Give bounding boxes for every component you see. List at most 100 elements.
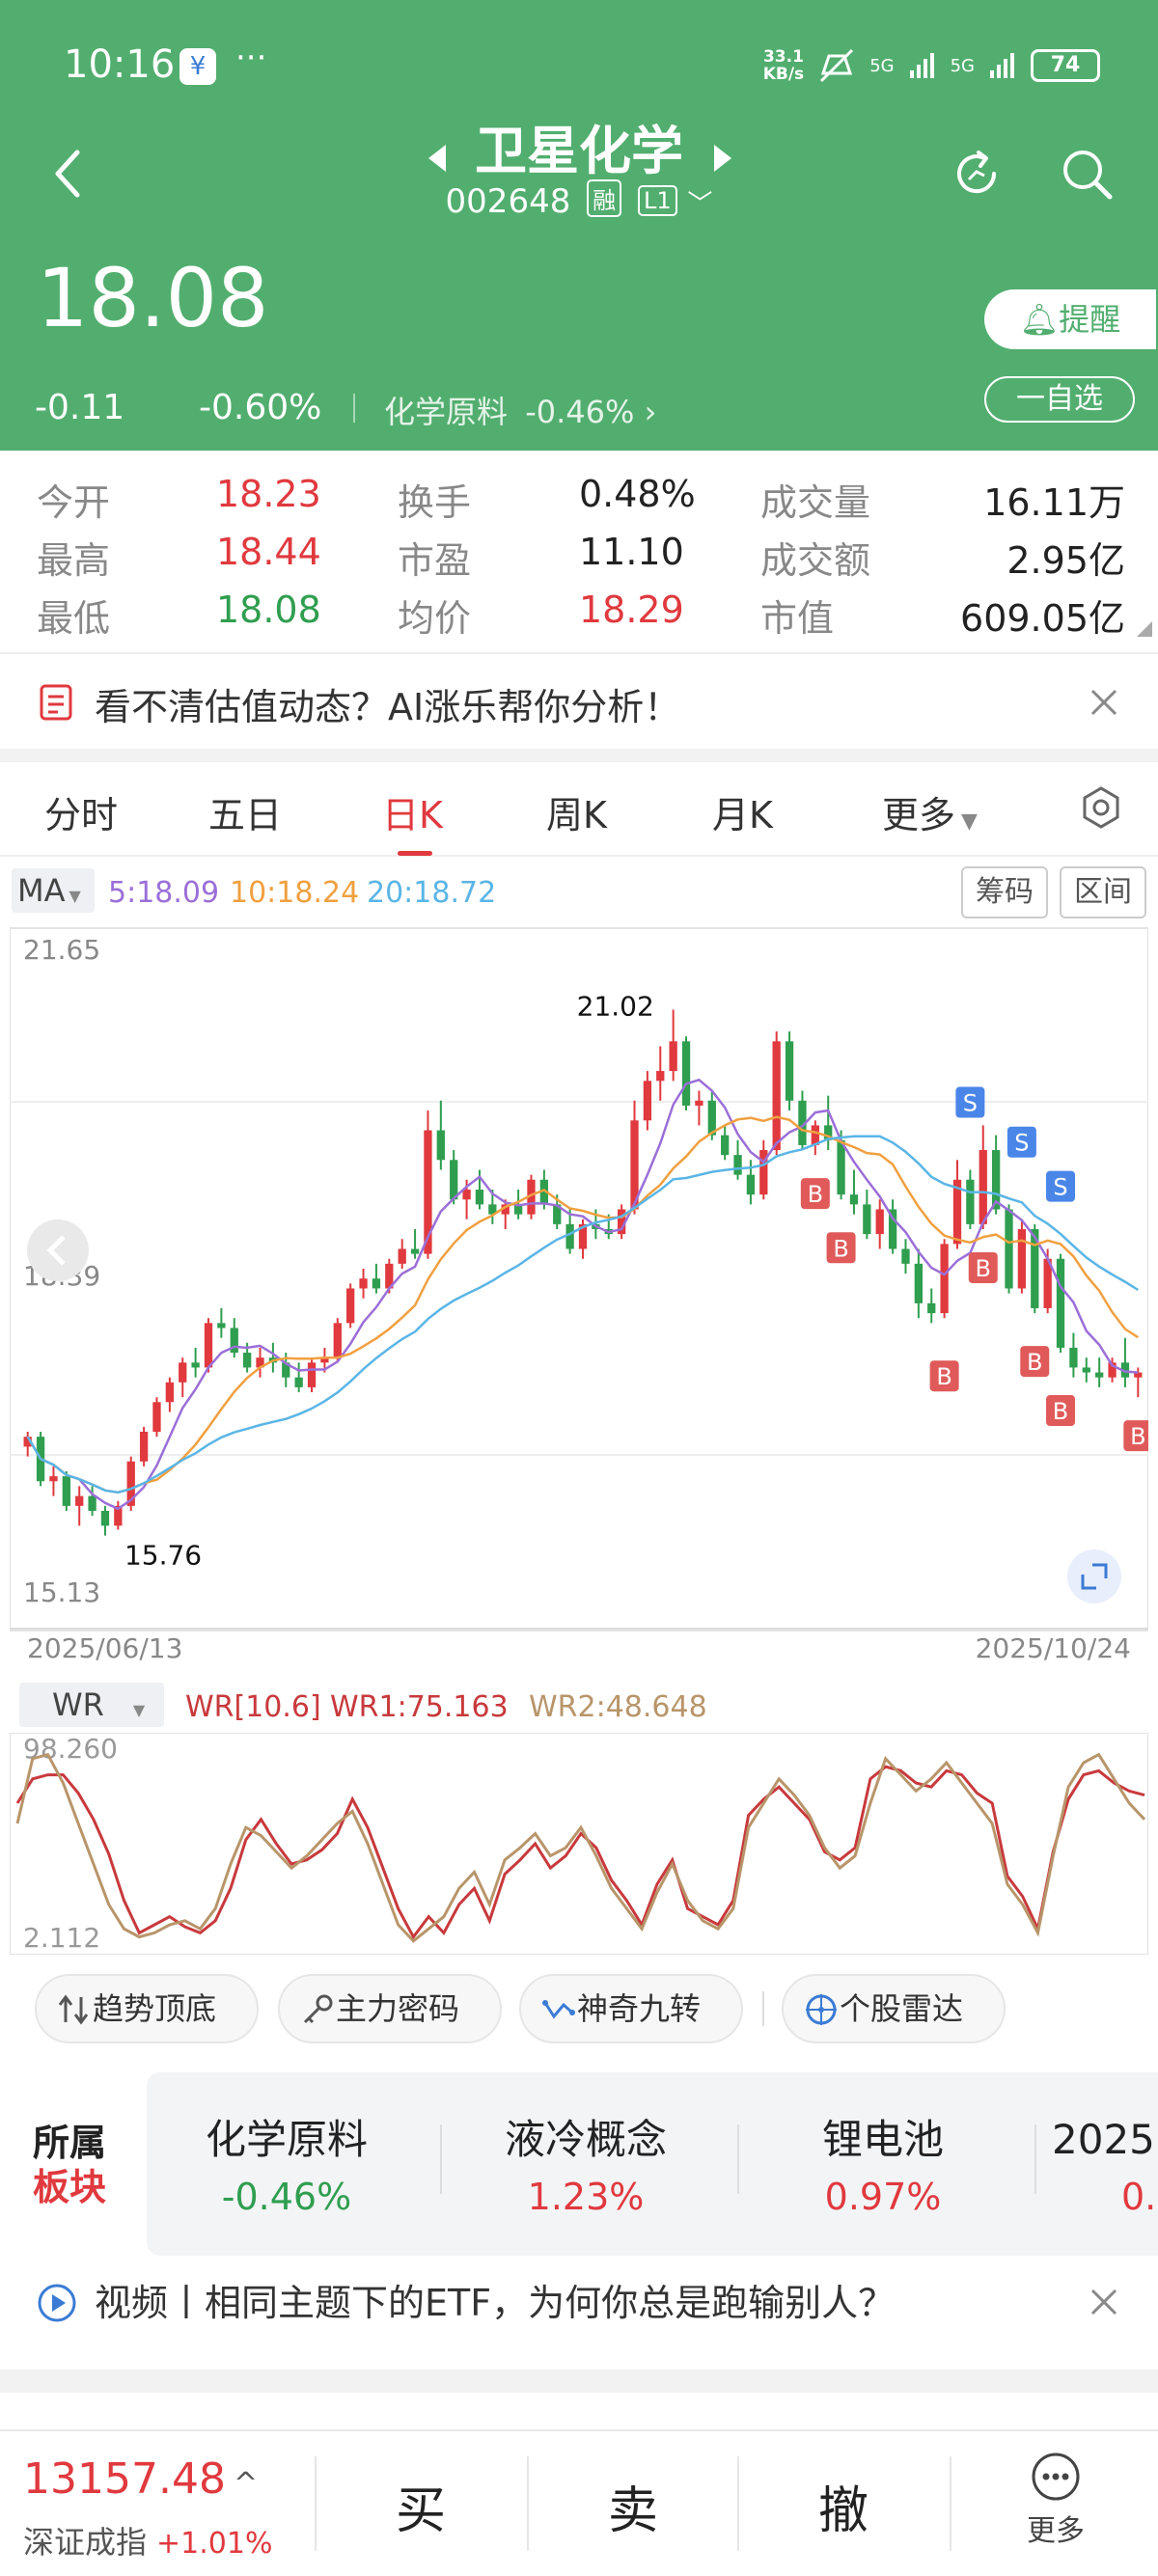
date-axis: 2025/06/13 2025/10/24 [0,1632,1158,1679]
sector-change: -0.46% [525,394,635,430]
wr-selector[interactable]: WR ▼ [19,1683,164,1727]
divider [737,2124,739,2194]
candle-body [681,1041,691,1106]
candle-body [1120,1362,1130,1378]
sell-signal: S [1006,1126,1036,1158]
dropdown-triangle-icon: ▼ [961,809,978,834]
candle-body [991,1150,1001,1210]
tab-more[interactable]: 更多 ▼ [882,794,978,836]
turnover-label: 换手 [398,481,472,524]
main-force-code-chip[interactable]: 主力密码 [278,1974,502,2043]
back-arrow-icon[interactable] [48,145,87,203]
divider [315,2456,317,2551]
magic-nine-chip[interactable]: 神奇九转 [519,1974,743,2043]
video-banner[interactable]: 视频丨相同主题下的ETF，为何你总是跑输别人？ [0,2263,1158,2341]
candle-body [410,1248,420,1254]
range-button[interactable]: 区间 [1060,866,1146,918]
sector-link[interactable]: 化学原料 -0.46% › [384,388,656,432]
chevron-left-icon [46,1235,66,1266]
stock-code: 002648 [445,182,571,221]
candle-body [901,1248,910,1264]
wr-series-line [15,1765,1145,1940]
cancel-order-button[interactable]: 撤 [818,2482,869,2540]
x-start-label: 2025/06/13 [27,1632,183,1664]
chevron-right-icon: › [644,394,657,430]
buy-button[interactable]: 买 [396,2482,447,2540]
buy-signal: B [1020,1346,1050,1378]
avg-value: 18.29 [579,589,684,631]
ai-banner[interactable]: 看不清估值动态？AI涨乐帮你分析！ [0,652,1158,749]
settings-icon[interactable] [1079,785,1123,830]
chevron-down-icon[interactable]: ﹀ [687,190,713,219]
candle-body [88,1495,96,1511]
candle-body [424,1130,432,1254]
expand-corner-icon[interactable] [1137,621,1152,637]
remind-button[interactable]: 🔔︎提醒 [984,289,1156,349]
high-label: 最高 [37,539,111,582]
candle-body [139,1432,149,1462]
tab-intraday[interactable]: 分时 [44,794,119,836]
more-button[interactable]: 更多 [1013,2451,1098,2557]
candle-body [242,1353,252,1368]
tab-monthly-k[interactable]: 月K [712,794,773,836]
tab-five-day[interactable]: 五日 [208,794,283,836]
mktcap-label: 市值 [760,597,835,640]
document-icon [40,684,72,721]
more-dots-icon [1032,2453,1080,2501]
sector-name: 化学原料 [384,394,509,430]
divider [1034,2124,1036,2194]
candle-body [553,1204,562,1224]
buy-signal: B [929,1360,959,1392]
prev-stock-arrow-icon[interactable] [428,145,446,172]
signal-label: S [1053,1174,1067,1201]
close-icon[interactable] [1089,2287,1119,2317]
buy-signal: B [968,1251,998,1283]
divider [440,2124,442,2194]
ma-selector[interactable]: MA ▼ [12,868,95,913]
candle-body [785,1041,794,1101]
sector-card-chemical[interactable]: 化学原料 -0.46% [205,2116,368,2218]
chart-tabs: 分时 五日 日K 周K 月K 更多 ▼ [0,764,1158,857]
price-change-pct: -0.60% [199,388,322,427]
open-value: 18.23 [216,473,321,515]
tab-weekly-k[interactable]: 周K [546,794,607,836]
search-icon[interactable] [1058,145,1116,203]
candle-body [630,1120,639,1210]
chips-button[interactable]: 筹码 [961,866,1048,918]
video-banner-text: 视频丨相同主题下的ETF，为何你总是跑输别人？ [95,2282,896,2324]
bell-icon: 🔔︎ [1019,301,1060,338]
sector-card-2025[interactable]: 2025中 0. [1052,2116,1158,2218]
candle-body [875,1209,884,1235]
key-icon [303,1994,333,2024]
dropdown-triangle-icon: ▼ [69,887,81,905]
wr-chart[interactable]: 98.260 2.112 [10,1733,1148,1955]
sell-button[interactable]: 卖 [608,2482,659,2540]
amount-label: 成交额 [760,539,871,582]
candle-body [398,1248,406,1264]
tab-daily-k[interactable]: 日K [382,794,443,836]
trend-top-bottom-chip[interactable]: 趋势顶底 [35,1974,259,2043]
fullscreen-icon [1081,1563,1108,1590]
candle-body [539,1179,549,1205]
fullscreen-button[interactable] [1067,1549,1121,1603]
refresh-icon[interactable] [948,145,1006,203]
trend-arrows-icon [58,1994,89,2025]
y-tick-min: 15.13 [23,1576,100,1608]
candle-body [914,1263,924,1303]
stock-radar-chip[interactable]: 个股雷达 [782,1974,1006,2043]
zigzag-icon [542,2000,575,2019]
active-tab-indicator [398,851,432,856]
scroll-left-button[interactable] [27,1219,89,1281]
low-annotation: 15.76 [124,1540,202,1572]
next-stock-arrow-icon[interactable] [714,145,731,172]
level-tag: L1 [637,185,677,216]
sector-card-lithium[interactable]: 锂电池 0.97% [821,2116,944,2218]
y-tick-max: 21.65 [23,934,100,966]
candle-body [527,1179,536,1215]
watchlist-button[interactable]: 一自选 [984,376,1135,423]
signal-label: S [963,1090,978,1117]
sector-card-liquid-cooling[interactable]: 液冷概念 1.23% [504,2116,667,2218]
close-icon[interactable] [1089,687,1119,718]
candle-body [979,1150,987,1224]
